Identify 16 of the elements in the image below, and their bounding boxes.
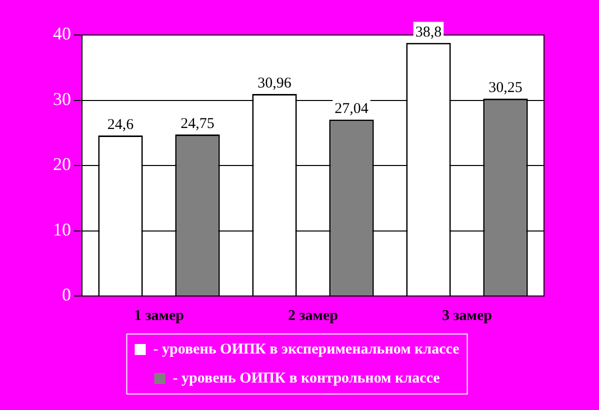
data-label: 30,96 — [258, 75, 292, 92]
data-label: 24,6 — [107, 116, 134, 133]
data-label: 38,8 — [415, 24, 442, 40]
data-label: 27,04 — [334, 101, 369, 117]
x-tick-label: 2 замер — [288, 308, 338, 324]
data-label: 24,75 — [180, 116, 214, 132]
y-tick-label: 0 — [62, 284, 71, 305]
y-tick-label: 10 — [53, 219, 71, 240]
legend-label: - уровень ОИПК в эксперименальном классе — [153, 341, 460, 358]
y-tick-label: 40 — [53, 24, 71, 44]
x-tick-label: 1 замер — [134, 308, 184, 324]
y-tick-label: 30 — [53, 88, 71, 109]
x-tick-label: 3 замер — [442, 308, 492, 324]
legend-label: - уровень ОИПК в контрольном классе — [172, 370, 440, 386]
data-label: 30,25 — [488, 80, 522, 96]
y-tick-label: 20 — [53, 154, 71, 174]
